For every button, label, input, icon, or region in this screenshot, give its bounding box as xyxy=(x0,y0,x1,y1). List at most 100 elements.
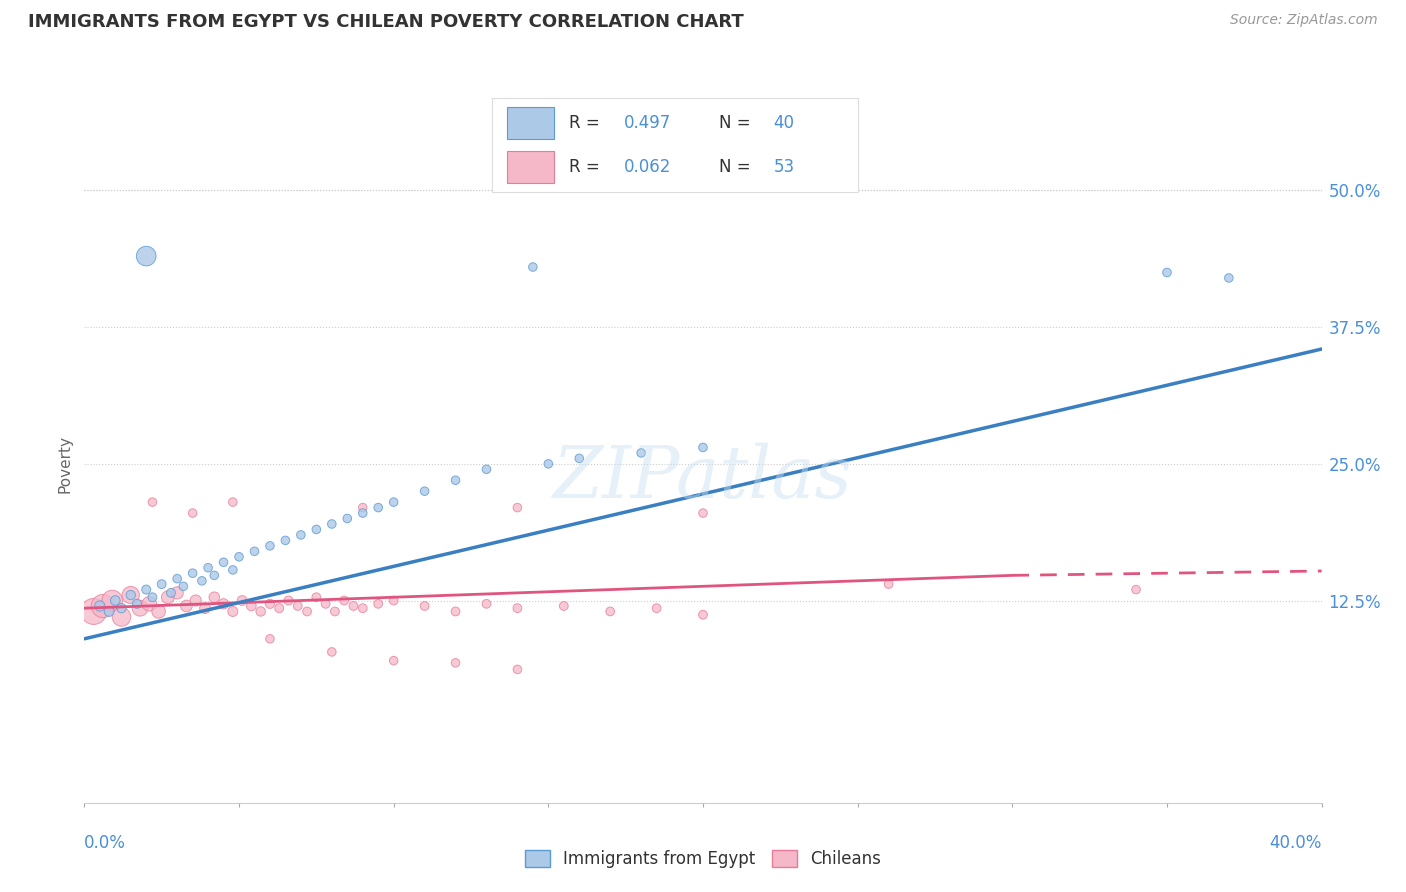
Point xyxy=(333,593,356,607)
Point xyxy=(692,441,714,455)
Point xyxy=(156,591,179,605)
Point xyxy=(367,500,389,515)
Bar xyxy=(506,106,554,139)
Text: 40.0%: 40.0% xyxy=(1270,834,1322,852)
Point xyxy=(305,591,328,605)
Point xyxy=(197,560,219,574)
Point xyxy=(645,601,668,615)
Point xyxy=(506,601,529,615)
Point xyxy=(290,528,312,542)
Point xyxy=(692,506,714,520)
Bar xyxy=(506,151,554,184)
Point xyxy=(321,516,343,531)
Point xyxy=(506,500,529,515)
Point xyxy=(269,601,291,615)
Point xyxy=(336,511,359,525)
Point xyxy=(181,566,204,581)
Point xyxy=(522,260,544,274)
Point xyxy=(181,506,204,520)
Point xyxy=(305,523,328,537)
Y-axis label: Poverty: Poverty xyxy=(58,434,73,493)
Point xyxy=(228,549,250,564)
Point xyxy=(1125,582,1147,597)
Point xyxy=(444,604,467,618)
Point xyxy=(231,593,253,607)
Point xyxy=(184,593,207,607)
Text: 53: 53 xyxy=(773,159,794,177)
Point xyxy=(444,473,467,487)
Point xyxy=(259,597,281,611)
Point xyxy=(382,593,405,607)
Point xyxy=(120,588,142,602)
Point xyxy=(475,462,498,476)
Point xyxy=(382,654,405,668)
Point xyxy=(104,593,127,607)
Text: N =: N = xyxy=(718,114,755,132)
Point xyxy=(382,495,405,509)
Text: 0.497: 0.497 xyxy=(624,114,671,132)
Legend: Immigrants from Egypt, Chileans: Immigrants from Egypt, Chileans xyxy=(517,843,889,875)
Point xyxy=(212,555,235,569)
Point xyxy=(413,484,436,499)
Point xyxy=(89,599,111,613)
Point xyxy=(352,506,374,520)
Point xyxy=(506,662,529,676)
Point xyxy=(259,539,281,553)
Text: IMMIGRANTS FROM EGYPT VS CHILEAN POVERTY CORRELATION CHART: IMMIGRANTS FROM EGYPT VS CHILEAN POVERTY… xyxy=(28,13,744,31)
Point xyxy=(243,544,266,558)
Point xyxy=(877,577,900,591)
Point xyxy=(110,601,132,615)
Point xyxy=(176,599,198,613)
Point xyxy=(166,572,188,586)
Point xyxy=(342,599,364,613)
Point xyxy=(125,597,148,611)
Point xyxy=(475,597,498,611)
Point xyxy=(568,451,591,466)
Text: 0.0%: 0.0% xyxy=(84,834,127,852)
Text: R =: R = xyxy=(569,159,605,177)
Point xyxy=(630,446,652,460)
Point xyxy=(352,500,374,515)
Point xyxy=(150,577,173,591)
Point xyxy=(91,599,114,613)
Point xyxy=(83,604,105,618)
Point xyxy=(537,457,560,471)
Point xyxy=(352,601,374,615)
Point xyxy=(202,591,225,605)
Point xyxy=(295,604,318,618)
Point xyxy=(222,563,245,577)
Point xyxy=(553,599,575,613)
Point xyxy=(194,601,217,615)
Point xyxy=(160,586,183,600)
Point xyxy=(129,601,152,615)
Point xyxy=(249,604,271,618)
Point xyxy=(172,579,194,593)
Point xyxy=(599,604,621,618)
Point xyxy=(202,568,225,582)
Point xyxy=(323,604,346,618)
Text: N =: N = xyxy=(718,159,755,177)
Point xyxy=(413,599,436,613)
Point xyxy=(141,591,163,605)
Point xyxy=(240,599,263,613)
Point xyxy=(444,656,467,670)
Point xyxy=(367,597,389,611)
Point xyxy=(166,586,188,600)
Point xyxy=(287,599,309,613)
Text: Source: ZipAtlas.com: Source: ZipAtlas.com xyxy=(1230,13,1378,28)
Point xyxy=(321,645,343,659)
Point xyxy=(692,607,714,622)
Point xyxy=(1156,265,1178,279)
Text: R =: R = xyxy=(569,114,605,132)
Point xyxy=(212,597,235,611)
Point xyxy=(222,495,245,509)
Text: 0.062: 0.062 xyxy=(624,159,671,177)
Text: ZIPatlas: ZIPatlas xyxy=(553,442,853,513)
Point xyxy=(1218,271,1240,285)
Point xyxy=(110,610,132,624)
Point xyxy=(138,597,160,611)
Point xyxy=(101,593,124,607)
Point xyxy=(141,495,163,509)
Point xyxy=(135,249,157,263)
Point xyxy=(191,574,214,588)
